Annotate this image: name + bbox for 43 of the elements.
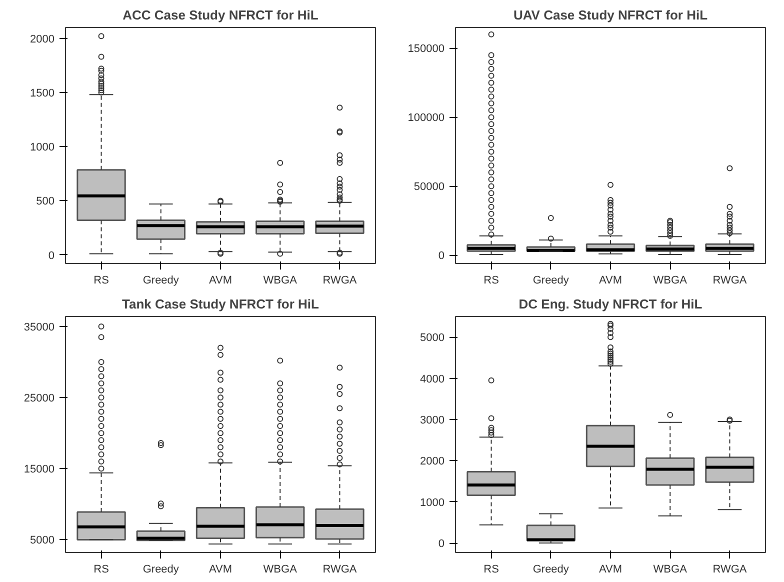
y-tick-label: 0 <box>438 538 445 550</box>
x-tick-label: RWGA <box>322 274 358 286</box>
y-tick-label: 5000 <box>30 534 55 547</box>
y-tick-label: 500 <box>36 196 55 208</box>
y-tick-label: 25000 <box>24 392 55 405</box>
x-tick-label: RWGA <box>322 564 358 576</box>
y-tick-label: 1000 <box>420 496 445 509</box>
y-tick-label: 3000 <box>420 414 445 426</box>
x-tick-label: AVM <box>598 564 622 576</box>
y-tick-label: 1000 <box>30 142 55 154</box>
y-tick-label: 150000 <box>408 43 445 56</box>
x-tick-label: AVM <box>598 274 622 286</box>
x-tick-label: RS <box>94 274 109 286</box>
x-tick-label: Greedy <box>532 564 570 576</box>
x-tick-label: WBGA <box>653 274 688 286</box>
x-tick-label: Greedy <box>532 274 570 286</box>
x-tick-label: Greedy <box>142 564 180 576</box>
y-tick-label: 4000 <box>420 373 445 386</box>
chart-title: ACC Case Study NFRCT for HiL <box>122 8 318 22</box>
y-tick-label: 15000 <box>24 464 55 476</box>
x-tick-label: AVM <box>208 564 232 576</box>
chart-title: DC Eng. Study NFRCT for HiL <box>518 296 702 312</box>
x-tick-label: RS <box>484 564 499 576</box>
y-tick-label: 5000 <box>420 332 445 344</box>
x-tick-label: RWGA <box>712 274 748 286</box>
y-tick-label: 0 <box>48 250 55 262</box>
y-tick-label: 50000 <box>414 181 445 194</box>
y-tick-label: 2000 <box>420 456 445 468</box>
x-tick-label: RS <box>484 274 499 286</box>
x-tick-label: RWGA <box>712 564 748 576</box>
x-tick-label: WBGA <box>653 564 688 576</box>
chart-title: UAV Case Study NFRCT for HiL <box>513 8 708 22</box>
chart-title: Tank Case Study NFRCT for HiL <box>122 296 320 312</box>
y-tick-label: 0 <box>438 250 445 262</box>
y-tick-label: 1500 <box>30 87 55 100</box>
y-tick-label: 100000 <box>408 112 445 124</box>
y-tick-label: 35000 <box>24 321 55 334</box>
y-tick-label: 2000 <box>30 33 55 46</box>
x-tick-label: Greedy <box>142 274 180 286</box>
x-tick-label: WBGA <box>263 564 298 576</box>
x-tick-label: WBGA <box>263 274 298 286</box>
x-tick-label: RS <box>94 564 109 576</box>
x-tick-label: AVM <box>208 274 232 286</box>
